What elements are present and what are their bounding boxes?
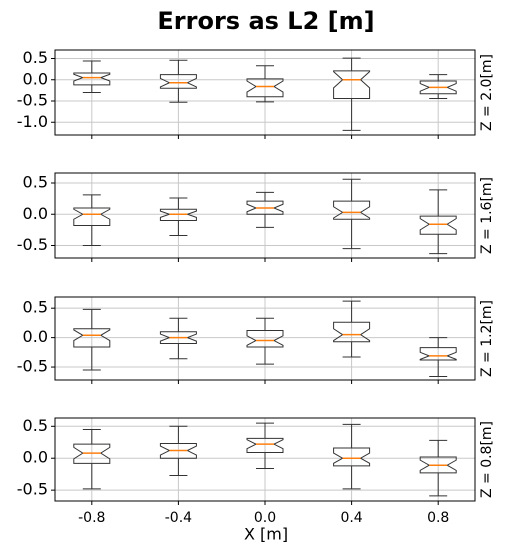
notched-box <box>419 215 457 235</box>
x-tick-label: -0.8 <box>78 510 105 526</box>
y-tick-label: 0.5 <box>23 298 48 317</box>
x-tick-label: -0.4 <box>165 510 192 526</box>
notched-box <box>73 443 111 464</box>
notched-box <box>333 321 371 343</box>
notched-box <box>419 80 457 95</box>
y-tick-label: 0.5 <box>23 48 48 67</box>
y-tick-label: 0.5 <box>23 416 48 435</box>
y-tick-label: 0.0 <box>23 448 48 467</box>
x-tick-label: 0.8 <box>427 510 449 526</box>
notched-box <box>333 200 371 220</box>
plot-frame <box>54 417 476 502</box>
y-tick-label: 0.5 <box>23 173 48 192</box>
x-tick-label: 0.0 <box>254 510 276 526</box>
plot-frame <box>54 296 476 381</box>
notched-box <box>246 330 284 348</box>
notched-box <box>159 208 197 221</box>
notched-box <box>246 200 284 215</box>
side-label: Z = 1.2[m] <box>479 300 495 377</box>
side-label: Z = 2.0[m] <box>479 54 495 131</box>
y-tick-label: -0.5 <box>17 357 48 376</box>
plot-frame <box>54 172 476 259</box>
plot-frame <box>54 49 476 136</box>
notched-box <box>73 72 111 86</box>
y-tick-label: -0.5 <box>17 91 48 110</box>
y-tick-label: -0.5 <box>17 235 48 254</box>
figure-title: Errors as L2 [m] <box>157 7 374 35</box>
notched-box <box>419 456 457 474</box>
notched-box <box>159 443 197 459</box>
notched-box <box>333 447 371 467</box>
side-label: Z = 1.6[m] <box>479 177 495 254</box>
notched-box <box>333 70 371 99</box>
notched-box <box>419 347 457 361</box>
y-tick-label: -1.0 <box>17 112 48 131</box>
notched-box <box>159 74 197 89</box>
y-tick-label: 0.0 <box>23 204 48 223</box>
notched-box <box>246 437 284 453</box>
notched-box <box>73 328 111 348</box>
x-tick-label: 0.4 <box>340 510 362 526</box>
y-tick-label: -0.5 <box>17 480 48 499</box>
side-label: Z = 0.8[m] <box>479 421 495 498</box>
x-axis-label: X [m] <box>244 525 288 544</box>
notched-box <box>246 78 284 98</box>
y-tick-label: 0.0 <box>23 327 48 346</box>
notched-box <box>73 207 111 226</box>
notched-box <box>159 331 197 345</box>
y-tick-label: 0.0 <box>23 69 48 88</box>
